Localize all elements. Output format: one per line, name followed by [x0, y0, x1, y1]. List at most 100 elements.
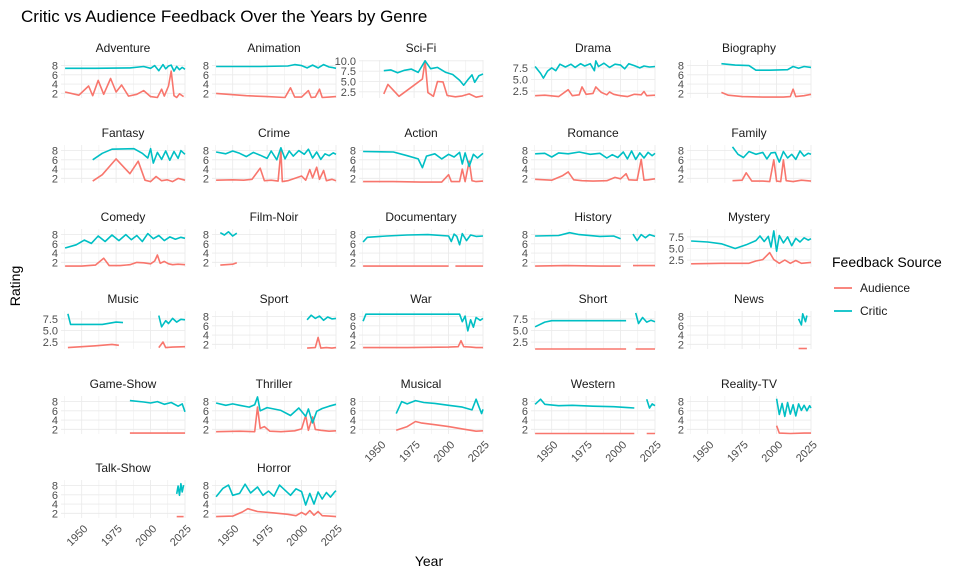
y-tick-label: 7.5 — [669, 232, 684, 244]
y-tick-label: 8 — [52, 397, 58, 409]
y-tick-label: 6 — [52, 155, 58, 167]
y-tick-label: 2 — [203, 508, 209, 520]
y-tick-label: 2 — [522, 173, 528, 185]
x-tick-label: 1975 — [569, 439, 595, 465]
y-tick-label: 4 — [203, 164, 209, 176]
series-line-critic-sport — [306, 314, 337, 322]
series-line-critic-news — [797, 313, 808, 326]
y-tick-label: 6 — [522, 406, 528, 418]
panel-title-thriller: Thriller — [256, 377, 293, 391]
y-tick-label: 8 — [203, 230, 209, 242]
panel-grid-mystery — [687, 229, 812, 267]
y-tick-label: 4 — [350, 330, 356, 342]
y-tick-label: 8 — [678, 312, 684, 324]
y-tick-label: 4 — [522, 248, 528, 260]
y-tick-label: 6 — [678, 70, 684, 82]
series-line-audience-sport — [307, 336, 337, 349]
series-line-audience-film-noir — [220, 262, 238, 266]
panel-title-drama: Drama — [575, 41, 611, 55]
panel-grid-talk-show — [61, 480, 186, 518]
y-tick-label: 2 — [52, 424, 58, 436]
series-line-critic-history — [535, 231, 656, 242]
y-tick-label: 2.5 — [513, 86, 528, 98]
y-tick-label: 6 — [522, 155, 528, 167]
panel-grid-fantasy — [61, 145, 186, 183]
panel-title-music: Music — [107, 292, 138, 306]
series-line-critic-short — [534, 312, 656, 328]
panel-title-adventure: Adventure — [96, 41, 151, 55]
y-tick-label: 2 — [678, 424, 684, 436]
y-tick-label: 8 — [203, 481, 209, 493]
panel-title-documentary: Documentary — [385, 210, 456, 224]
series-line-critic-animation — [216, 63, 337, 70]
y-tick-label: 4 — [522, 415, 528, 427]
series-line-critic-fantasy — [92, 147, 186, 164]
y-tick-label: 5.0 — [341, 76, 356, 88]
y-tick-label: 8 — [678, 397, 684, 409]
panel-title-comedy: Comedy — [101, 210, 146, 224]
series-line-audience-drama — [535, 86, 656, 98]
y-tick-label: 7.5 — [513, 314, 528, 326]
panel-title-history: History — [574, 210, 611, 224]
facet-panels: Adventure2468Animation2468Sci-Fi2.55.07.… — [43, 41, 820, 549]
panel-grid-music — [61, 311, 186, 349]
series-line-critic-adventure — [65, 63, 186, 72]
panel-music: Music 2.55.07.5 — [43, 292, 186, 349]
series-line-critic-film-noir — [219, 231, 238, 237]
chart-title: Critic vs Audience Feedback Over the Yea… — [21, 7, 427, 26]
panel-grid-war — [359, 311, 484, 349]
panel-grid-western — [531, 396, 656, 434]
y-tick-label: 8 — [203, 397, 209, 409]
series-line-audience-music — [67, 341, 186, 349]
panel-title-musical: Musical — [401, 377, 442, 391]
series-line-audience-horror — [216, 507, 337, 518]
legend-title: Feedback Source — [832, 254, 942, 270]
panel-grid-comedy — [61, 229, 186, 267]
y-tick-label: 4 — [203, 330, 209, 342]
y-tick-label: 4 — [52, 248, 58, 260]
y-tick-label: 6 — [350, 155, 356, 167]
series-line-critic-mystery — [691, 230, 812, 252]
panel-short: Short 2.55.07.5 — [513, 292, 656, 350]
series-line-audience-comedy — [65, 254, 186, 267]
x-tick-label: 1975 — [725, 439, 751, 465]
panel-mystery: Mystery 2.55.07.5 — [669, 210, 812, 267]
x-tick-label: 2025 — [466, 439, 492, 465]
series-line-audience-fantasy — [92, 158, 186, 183]
x-tick-label: 1950 — [363, 439, 389, 465]
y-tick-label: 6 — [678, 321, 684, 333]
series-line-critic-sci-fi — [383, 60, 484, 86]
y-tick-label: 2 — [678, 339, 684, 351]
panel-title-action: Action — [404, 126, 437, 140]
y-tick-label: 6 — [203, 155, 209, 167]
x-tick-label: 2000 — [432, 439, 458, 465]
panel-title-family: Family — [731, 126, 766, 140]
y-tick-label: 4 — [678, 330, 684, 342]
series-line-critic-music — [67, 313, 186, 328]
y-tick-label: 4 — [522, 164, 528, 176]
legend-label-critic: Critic — [860, 304, 887, 318]
y-tick-label: 2.5 — [341, 87, 356, 99]
series-line-audience-musical — [395, 420, 484, 432]
panel-grid-crime — [212, 145, 337, 183]
y-tick-label: 10.0 — [335, 56, 356, 68]
panel-grid-sci-fi — [359, 60, 484, 98]
series-line-critic-western — [534, 398, 656, 409]
panel-title-film-noir: Film-Noir — [250, 210, 299, 224]
series-line-critic-romance — [535, 150, 656, 161]
y-tick-label: 8 — [52, 61, 58, 73]
y-tick-label: 8 — [203, 312, 209, 324]
